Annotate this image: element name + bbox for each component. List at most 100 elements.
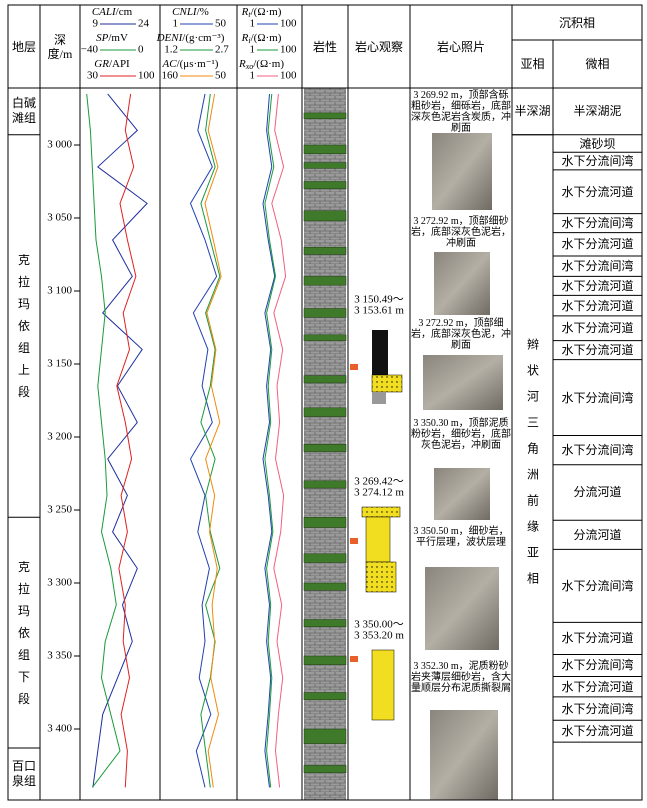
header-cell: 岩性 — [312, 39, 337, 54]
log-curve — [200, 93, 221, 788]
core-photo — [430, 710, 498, 800]
curve-name: AC/(μs·m⁻¹) — [162, 58, 219, 70]
core-depth-label: 3 150.49～ — [354, 294, 404, 306]
sandstone-bed — [303, 308, 347, 318]
core-photo — [434, 252, 490, 315]
table-frame — [7, 4, 643, 801]
curve-unit: /(g·cm⁻³) — [182, 32, 224, 44]
sandstone-bed — [303, 181, 347, 190]
sandstone-bed — [303, 655, 347, 666]
core-depth-label: 3 269.42～ — [354, 476, 404, 488]
microfacies-name: 水下分流间湾 — [561, 390, 634, 405]
depth-label: 3 350 — [47, 650, 72, 662]
curve-unit: /cm — [116, 6, 133, 18]
log-curves — [86, 93, 287, 788]
core-photos — [423, 133, 503, 800]
depth-label: 3 200 — [47, 431, 72, 443]
range-max: 0 — [138, 44, 144, 56]
log-curve — [262, 93, 276, 788]
curve-name: Rxo/(Ω·m) — [238, 58, 284, 71]
curve-name: DENI — [156, 32, 184, 44]
sandstone-bed — [303, 692, 347, 701]
stratum-name: 克拉玛依组下段 — [17, 559, 30, 706]
sandstone-bed — [303, 246, 347, 255]
sandstone-bed — [303, 619, 347, 628]
curve-unit: /(Ω·m) — [253, 58, 284, 70]
curve-name: R — [238, 58, 246, 70]
range-max: 24 — [138, 18, 150, 30]
microfacies-name: 分流河道 — [573, 485, 622, 500]
range-min: 1.2 — [164, 44, 178, 56]
lithology-column — [303, 88, 347, 800]
curve-name: AC — [162, 58, 178, 70]
log-curve — [271, 93, 287, 788]
microfacies-name: 半深湖泥 — [573, 104, 622, 119]
header-cell: 微相 — [585, 57, 610, 71]
log-curve — [116, 93, 137, 788]
microfacies-name: 水下分流河道 — [561, 679, 634, 694]
sandstone-bed — [303, 112, 347, 119]
sandstone-bed — [303, 728, 347, 744]
curve-name: CALI/cm — [92, 6, 133, 18]
microfacies-name: 水下分流河道 — [561, 184, 634, 199]
sandstone-bed — [303, 765, 347, 774]
range-min: −40 — [81, 44, 99, 56]
photo-caption: 3 272.92 m，顶部细岩，底部深灰色泥，冲刷面 — [411, 318, 511, 351]
microfacies-name: 水下分流间湾 — [561, 154, 634, 169]
core-depth-label: 3 274.12 m — [354, 487, 404, 499]
sandstone-bed — [303, 517, 347, 528]
curve-name: R — [241, 6, 249, 18]
microfacies-name: 水下分流河道 — [561, 724, 634, 739]
header-cell: 地层 — [11, 39, 36, 54]
core-photo — [434, 468, 490, 520]
curve-sub: i — [248, 36, 250, 45]
depth-label: 3 400 — [47, 723, 72, 735]
log-curve — [92, 93, 148, 788]
curve-name: GR/API — [94, 58, 130, 70]
core-depth-label: 3 153.61 m — [354, 305, 404, 317]
microfacies-name: 水下分流河道 — [561, 321, 634, 336]
curve-name: Rt/(Ω·m) — [241, 6, 282, 19]
curve-name: CALI — [92, 6, 117, 18]
microfacies-name: 水下分流河道 — [561, 237, 634, 252]
microfacies-name: 水下分流间湾 — [561, 658, 634, 673]
core-depth-label: 3 353.20 m — [354, 630, 404, 642]
sandstone-bed — [303, 276, 347, 286]
header-cell: 岩心观察 — [354, 39, 403, 54]
sandstone-bed — [303, 162, 347, 169]
depth-label: 3 000 — [47, 139, 72, 151]
photo-caption: 3 350.30 m，顶部泥质粉砂岩，细砂岩，底部灰色泥岩，冲刷面 — [411, 418, 511, 451]
microfacies-name: 水下分流河道 — [561, 298, 634, 313]
microfacies-name: 水下分流河道 — [561, 278, 634, 293]
curve-unit: /% — [197, 6, 209, 18]
stratum-name: 百口泉组 — [11, 759, 36, 789]
log-curve — [264, 93, 277, 788]
core-sketch — [372, 392, 386, 404]
curve-unit: /mV — [108, 32, 128, 44]
stratum-name: 白碱滩组 — [11, 96, 36, 126]
microfacies-name: 水下分流间湾 — [561, 701, 634, 716]
core-sketch — [371, 374, 403, 393]
curve-name: DENI/(g·cm⁻³) — [156, 32, 225, 44]
sandstone-bed — [303, 553, 347, 563]
stratum-name: 克拉玛依组上段 — [17, 253, 30, 400]
core-sketch — [361, 506, 401, 518]
sample-marker — [350, 364, 358, 370]
header-cell: 亚相 — [520, 57, 545, 71]
mudstone-background — [304, 88, 346, 800]
curve-name: R — [241, 32, 249, 44]
core-depth-label: 3 350.00～ — [354, 619, 404, 631]
curve-unit: /(Ω·m) — [251, 32, 282, 44]
microfacies-name: 滩砂坝 — [579, 136, 616, 151]
header-cell: 深度/m — [47, 32, 73, 61]
microfacies-name: 水下分流间湾 — [561, 578, 634, 593]
microfacies-name: 水下分流间湾 — [561, 259, 634, 274]
core-sketch — [371, 649, 395, 721]
core-sketch — [365, 561, 397, 593]
sandstone-bed — [303, 444, 347, 452]
depth-label: 3 300 — [47, 577, 72, 589]
range-min: 9 — [93, 18, 99, 30]
core-photo — [423, 355, 503, 410]
curve-name: SP/mV — [96, 32, 128, 44]
